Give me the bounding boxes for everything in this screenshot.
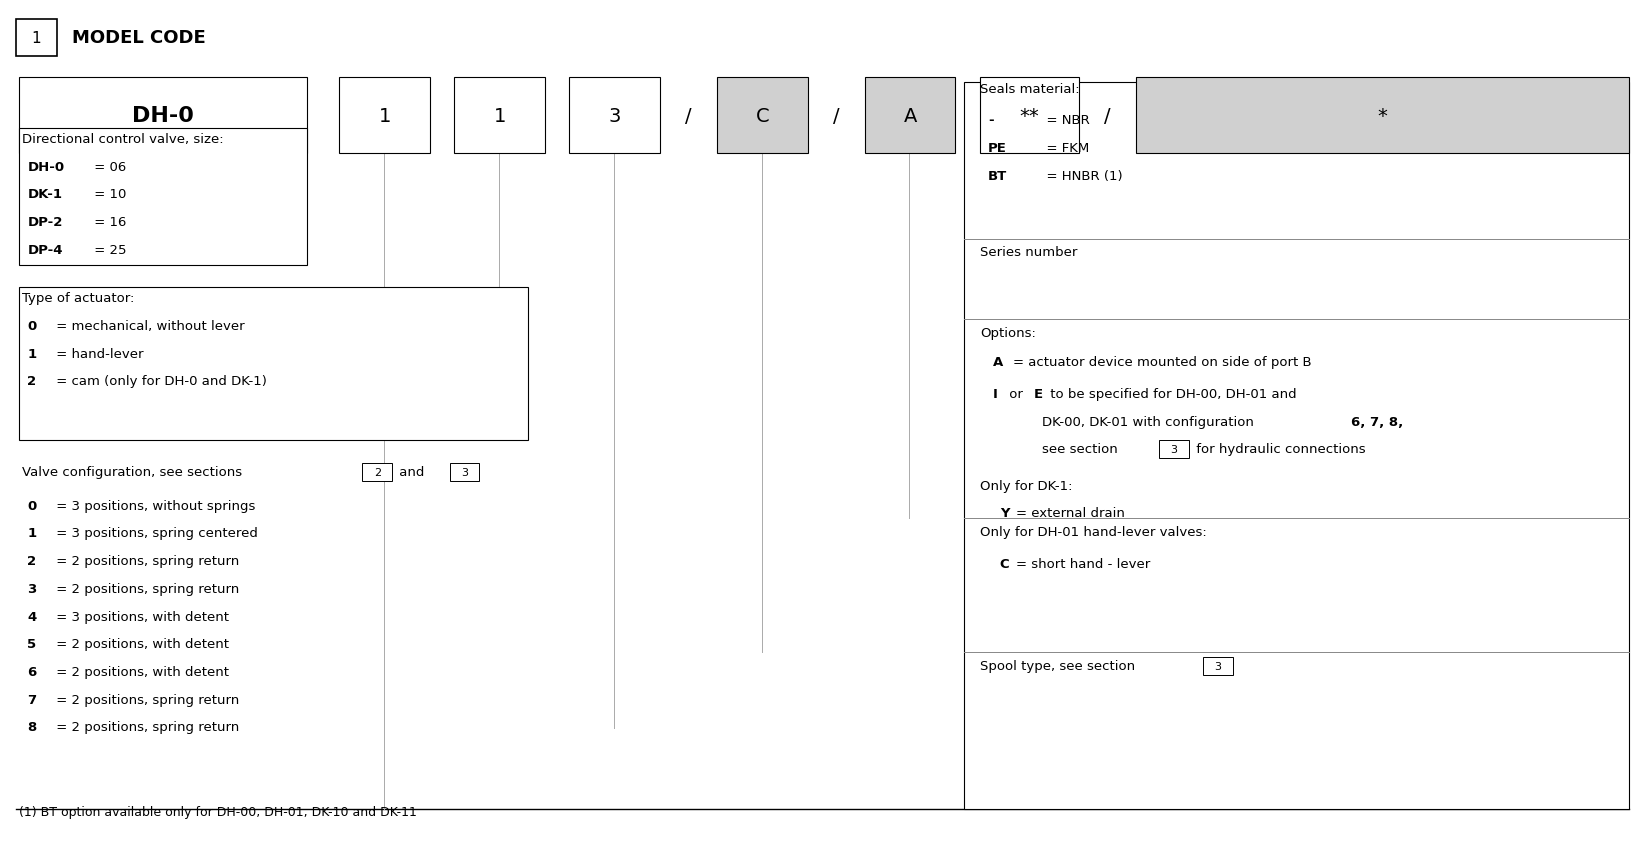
- FancyBboxPatch shape: [717, 78, 808, 154]
- Text: = 2 positions, spring return: = 2 positions, spring return: [53, 693, 239, 706]
- Text: = 16: = 16: [91, 216, 127, 229]
- FancyBboxPatch shape: [20, 128, 307, 266]
- Text: DH-0: DH-0: [132, 106, 194, 126]
- Text: 4: 4: [28, 610, 36, 623]
- Text: = 3 positions, spring centered: = 3 positions, spring centered: [53, 527, 259, 540]
- Text: 0: 0: [28, 320, 36, 333]
- Text: = FKM: = FKM: [1038, 142, 1089, 155]
- Text: MODEL CODE: MODEL CODE: [73, 29, 206, 47]
- Text: = 3 positions, with detent: = 3 positions, with detent: [53, 610, 229, 623]
- FancyBboxPatch shape: [981, 78, 1078, 154]
- Text: 1: 1: [28, 348, 36, 360]
- Text: = 2 positions, spring return: = 2 positions, spring return: [53, 555, 239, 567]
- Text: 3: 3: [461, 468, 468, 478]
- Text: DP-4: DP-4: [28, 243, 63, 257]
- FancyBboxPatch shape: [339, 78, 430, 154]
- FancyBboxPatch shape: [363, 463, 392, 482]
- Text: Valve configuration, see sections: Valve configuration, see sections: [23, 466, 247, 479]
- Text: Y: Y: [1000, 506, 1009, 520]
- Text: 1: 1: [28, 527, 36, 540]
- FancyBboxPatch shape: [1135, 78, 1628, 154]
- FancyBboxPatch shape: [865, 78, 956, 154]
- Text: 1: 1: [379, 106, 391, 126]
- Text: 2: 2: [28, 375, 36, 388]
- Text: = hand-lever: = hand-lever: [53, 348, 143, 360]
- Text: see section: see section: [1043, 443, 1122, 456]
- Text: Series number: Series number: [981, 246, 1078, 259]
- Text: (1) BT option available only for DH-00, DH-01, DK-10 and DK-11: (1) BT option available only for DH-00, …: [20, 805, 417, 818]
- Text: C: C: [755, 106, 770, 126]
- Text: 6: 6: [28, 665, 36, 678]
- FancyBboxPatch shape: [455, 78, 545, 154]
- Text: PE: PE: [989, 142, 1007, 155]
- Text: 2: 2: [28, 555, 36, 567]
- Text: C: C: [1000, 557, 1009, 570]
- Text: to be specified for DH-00, DH-01 and: to be specified for DH-00, DH-01 and: [1046, 387, 1297, 401]
- Text: 2: 2: [374, 468, 381, 478]
- FancyBboxPatch shape: [964, 83, 1628, 809]
- Text: = 06: = 06: [91, 160, 127, 173]
- Text: = 2 positions, spring return: = 2 positions, spring return: [53, 582, 239, 595]
- FancyBboxPatch shape: [1203, 657, 1233, 675]
- Text: 7: 7: [28, 693, 36, 706]
- FancyBboxPatch shape: [16, 19, 58, 57]
- Text: = HNBR (1): = HNBR (1): [1038, 170, 1122, 182]
- Text: /: /: [686, 106, 692, 126]
- Text: DP-2: DP-2: [28, 216, 63, 229]
- Text: = mechanical, without lever: = mechanical, without lever: [53, 320, 244, 333]
- Text: Spool type, see section: Spool type, see section: [981, 659, 1139, 673]
- Text: = cam (only for DH-0 and DK-1): = cam (only for DH-0 and DK-1): [53, 375, 267, 388]
- Text: = 2 positions, spring return: = 2 positions, spring return: [53, 721, 239, 733]
- Text: DK-00, DK-01 with configuration: DK-00, DK-01 with configuration: [1043, 415, 1259, 428]
- Text: 1: 1: [493, 106, 506, 126]
- Text: 3: 3: [1170, 445, 1177, 455]
- Text: = short hand - lever: = short hand - lever: [1017, 557, 1150, 570]
- Text: 3: 3: [28, 582, 36, 595]
- Text: 8: 8: [28, 721, 36, 733]
- Text: Directional control valve, size:: Directional control valve, size:: [23, 133, 224, 146]
- Text: Only for DK-1:: Only for DK-1:: [981, 479, 1073, 492]
- Text: E: E: [1035, 387, 1043, 401]
- Text: Type of actuator:: Type of actuator:: [23, 292, 135, 305]
- Text: **: **: [1020, 106, 1040, 126]
- FancyBboxPatch shape: [1159, 441, 1188, 459]
- Text: Only for DH-01 hand-lever valves:: Only for DH-01 hand-lever valves:: [981, 525, 1206, 538]
- Text: = 2 positions, with detent: = 2 positions, with detent: [53, 637, 229, 651]
- Text: = 2 positions, with detent: = 2 positions, with detent: [53, 665, 229, 678]
- Text: and: and: [396, 466, 428, 479]
- Text: Seals material:: Seals material:: [981, 83, 1079, 95]
- FancyBboxPatch shape: [20, 78, 307, 154]
- Text: 5: 5: [28, 637, 36, 651]
- FancyBboxPatch shape: [570, 78, 659, 154]
- Text: 0: 0: [28, 499, 36, 512]
- Text: 1: 1: [31, 31, 41, 46]
- Text: 3: 3: [608, 106, 621, 126]
- Text: A: A: [903, 106, 916, 126]
- Text: = 3 positions, without springs: = 3 positions, without springs: [53, 499, 255, 512]
- Text: Options:: Options:: [981, 327, 1037, 339]
- Text: 6, 7, 8,: 6, 7, 8,: [1351, 415, 1404, 428]
- Text: or: or: [1005, 387, 1027, 401]
- Text: I: I: [994, 387, 999, 401]
- Text: = NBR: = NBR: [1038, 114, 1089, 127]
- FancyBboxPatch shape: [20, 288, 529, 441]
- Text: = external drain: = external drain: [1017, 506, 1126, 520]
- Text: -: -: [989, 114, 994, 127]
- Text: A: A: [994, 356, 1004, 369]
- Text: = 25: = 25: [91, 243, 127, 257]
- Text: /: /: [1104, 106, 1111, 126]
- Text: BT: BT: [989, 170, 1007, 182]
- FancyBboxPatch shape: [450, 463, 480, 482]
- Text: for hydraulic connections: for hydraulic connections: [1192, 443, 1366, 456]
- Text: 3: 3: [1215, 661, 1221, 671]
- Text: = actuator device mounted on side of port B: = actuator device mounted on side of por…: [1014, 356, 1312, 369]
- Text: DH-0: DH-0: [28, 160, 64, 173]
- Text: /: /: [832, 106, 839, 126]
- Text: DK-1: DK-1: [28, 188, 63, 201]
- Text: = 10: = 10: [91, 188, 127, 201]
- Text: *: *: [1378, 106, 1388, 126]
